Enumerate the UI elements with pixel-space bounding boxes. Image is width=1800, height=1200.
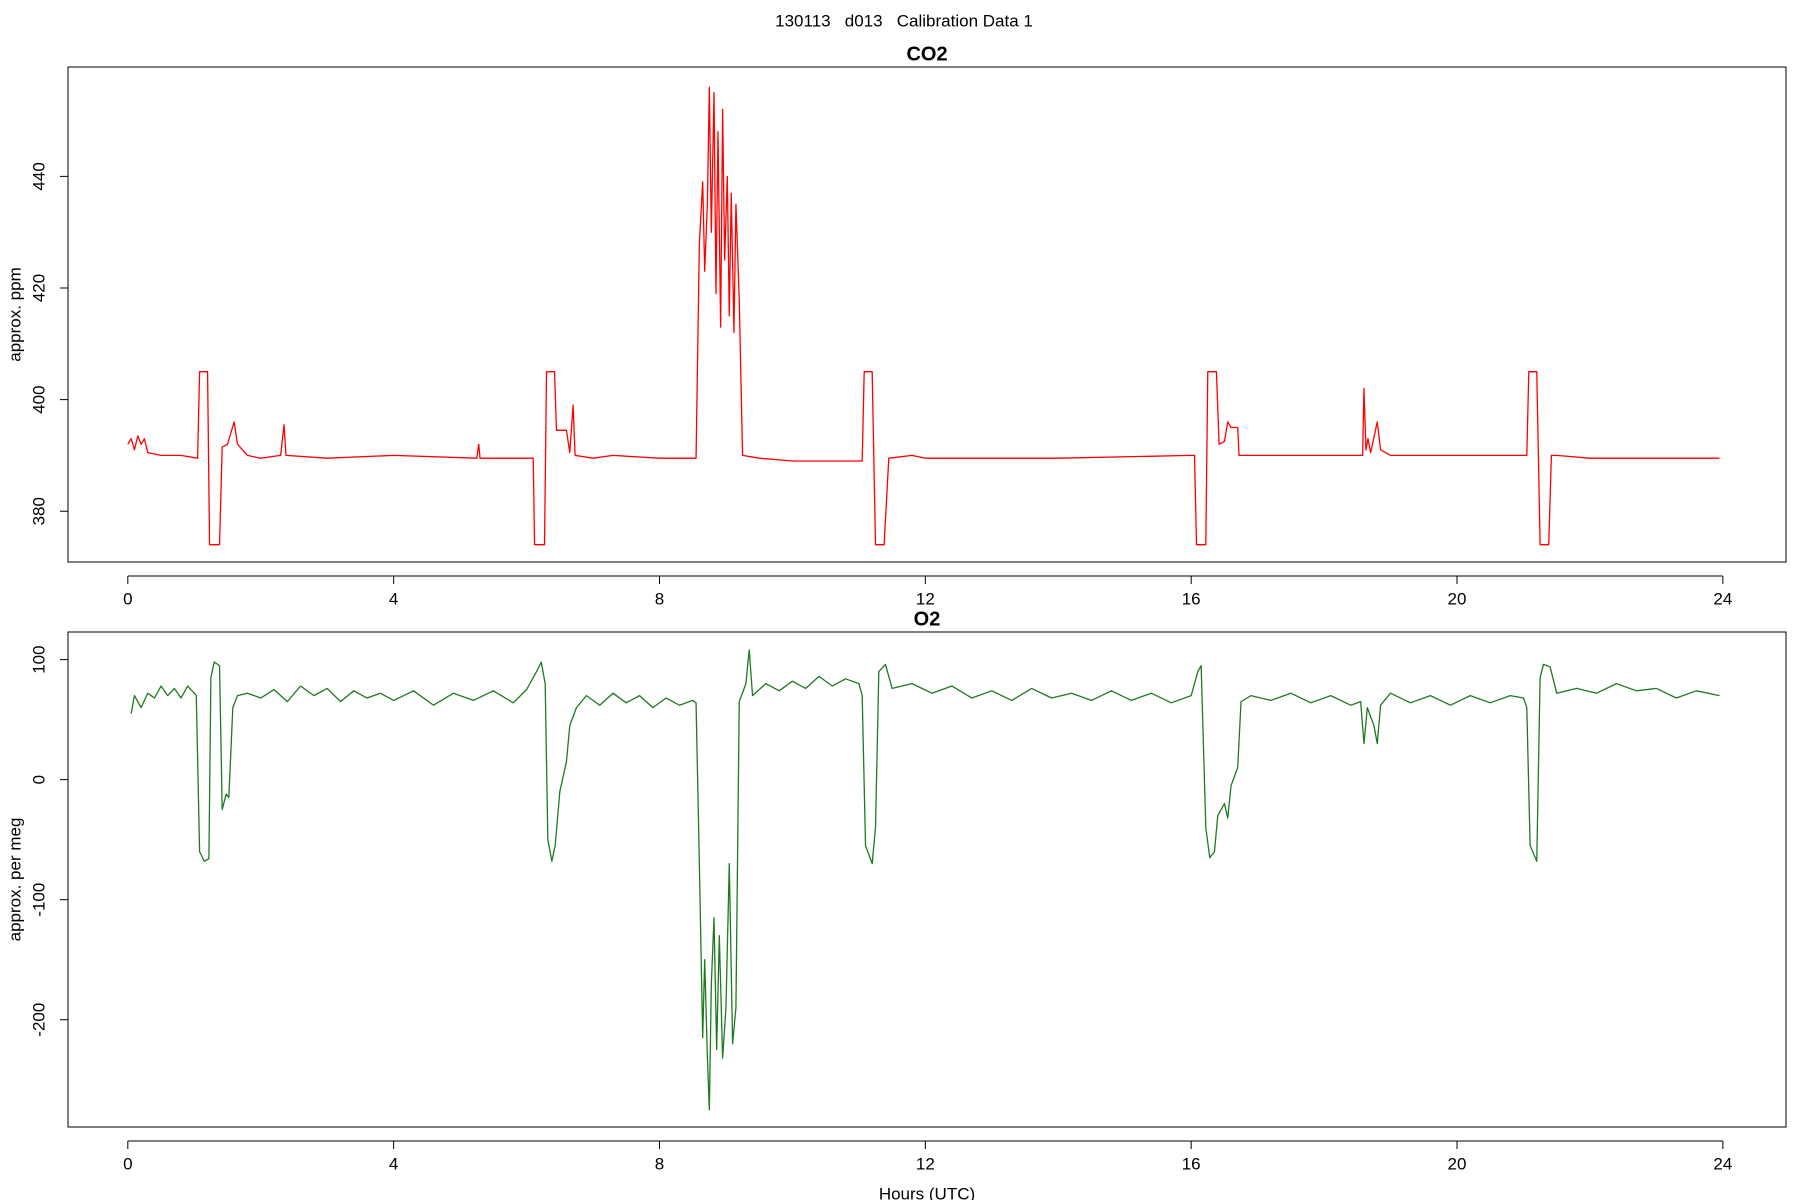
plot-frame	[67, 66, 1787, 563]
panel-title: O2	[914, 608, 941, 630]
x-tick-label: 24	[1713, 589, 1732, 608]
y-axis-label: approx. per meg	[5, 818, 24, 942]
y-tick-label: 0	[29, 775, 48, 784]
x-tick-label: 24	[1713, 1154, 1732, 1173]
y-axis-label: approx. ppm	[5, 267, 24, 362]
x-tick-label: 8	[655, 589, 664, 608]
x-tick-label: 16	[1182, 1154, 1201, 1173]
y-tick-label: 100	[29, 645, 48, 673]
x-tick-label: 20	[1448, 589, 1467, 608]
data-line	[130, 649, 1720, 1111]
x-tick-label: 8	[655, 1154, 664, 1173]
x-tick-label: 16	[1182, 589, 1201, 608]
x-tick-label: 20	[1448, 1154, 1467, 1173]
y-tick-label: -100	[29, 883, 48, 917]
plot-frame	[67, 631, 1787, 1128]
x-axis-label: Hours (UTC)	[879, 1184, 975, 1200]
x-tick-label: 0	[123, 1154, 132, 1173]
data-line	[127, 86, 1720, 546]
y-tick-label: 440	[29, 162, 48, 190]
x-tick-label: 12	[916, 1154, 935, 1173]
x-tick-label: 4	[389, 1154, 398, 1173]
panel-title: CO2	[906, 43, 947, 65]
x-tick-label: 4	[389, 589, 398, 608]
y-tick-label: 420	[29, 274, 48, 302]
y-tick-label: 400	[29, 385, 48, 413]
y-tick-label: 380	[29, 497, 48, 525]
chart-title: 130113 d013 Calibration Data 1	[775, 11, 1033, 30]
x-tick-label: 0	[123, 589, 132, 608]
x-tick-label: 12	[916, 589, 935, 608]
y-tick-label: -200	[29, 1003, 48, 1037]
